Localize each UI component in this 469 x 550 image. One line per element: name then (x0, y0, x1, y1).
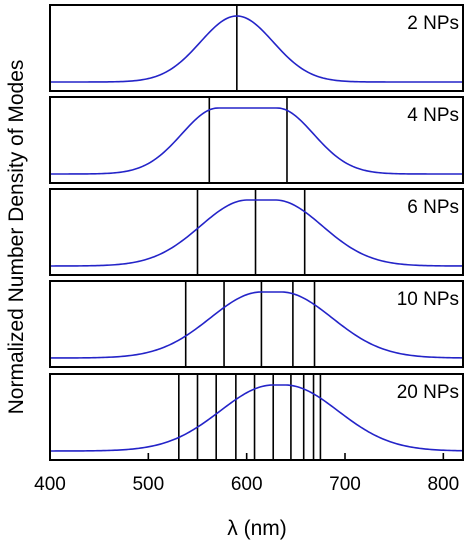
panels-group: 2 NPs 4 NPs 6 NPs 10 NPs 20 NPs (49, 4, 464, 461)
x-tick-label: 600 (231, 474, 263, 495)
panel-label: 4 NPs (407, 105, 459, 126)
density-curve (49, 291, 464, 359)
panel-5: 20 NPs (49, 373, 464, 461)
density-curve (50, 15, 463, 83)
density-curve (50, 384, 464, 452)
panel-2: 4 NPs (49, 96, 464, 184)
panel-frame (49, 373, 464, 461)
panel-label: 6 NPs (407, 197, 459, 218)
x-axis: 400 500 600 700 800 (34, 453, 459, 495)
panel-frame (49, 96, 464, 184)
x-tick-label: 500 (132, 474, 164, 495)
y-axis-label: Normalized Number Density of Modes (5, 60, 28, 415)
density-curve (50, 199, 464, 267)
panel-3: 6 NPs (49, 188, 464, 276)
panel-frame (49, 4, 464, 92)
panel-label: 2 NPs (407, 13, 459, 34)
density-curve (50, 107, 463, 175)
x-axis-label: λ (nm) (227, 517, 287, 540)
x-tick-label: 800 (427, 474, 459, 495)
x-tick-label: 400 (34, 474, 66, 495)
panel-4: 10 NPs (49, 280, 464, 368)
panel-label: 20 NPs (397, 382, 459, 403)
panel-frame (49, 188, 464, 276)
x-tick-label: 700 (329, 474, 361, 495)
panel-frame (49, 280, 464, 368)
panel-1: 2 NPs (49, 4, 464, 92)
panel-label: 10 NPs (397, 289, 459, 310)
